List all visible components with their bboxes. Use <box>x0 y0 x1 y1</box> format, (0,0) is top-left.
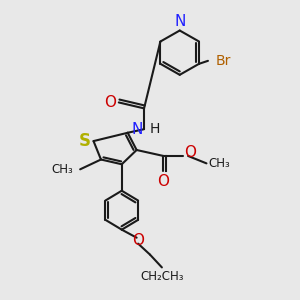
Text: Br: Br <box>215 54 231 68</box>
Text: N: N <box>174 14 185 29</box>
Text: S: S <box>79 132 91 150</box>
Text: O: O <box>158 174 169 189</box>
Text: O: O <box>132 233 144 248</box>
Text: N: N <box>131 122 142 137</box>
Text: CH₃: CH₃ <box>208 157 230 170</box>
Text: CH₃: CH₃ <box>51 163 73 176</box>
Text: O: O <box>104 95 116 110</box>
Text: H: H <box>150 122 160 136</box>
Text: O: O <box>184 146 196 160</box>
Text: CH₂CH₃: CH₂CH₃ <box>140 270 184 284</box>
